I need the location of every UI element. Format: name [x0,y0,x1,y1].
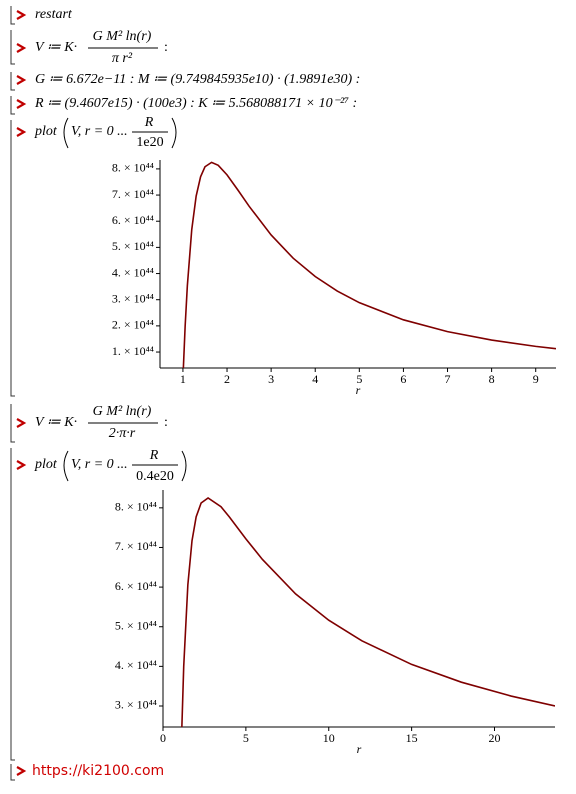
input-line: R ≔ (9.4607e15) · (100e3) : K ≔ 5.568088… [34,96,357,111]
y-tick-label: 7. × 10⁴⁴ [112,187,154,201]
y-tick-label: 1. × 10⁴⁴ [112,344,154,358]
input-line: restart [35,7,73,22]
numerator: R [144,115,154,130]
input-lhs: V ≔ K· [35,415,77,430]
input-line: G ≔ 6.672e−11 : M ≔ (9.749845935e10) · (… [35,72,360,87]
numerator: G M² ln(r) [93,29,152,44]
group-brackets [10,6,15,781]
x-axis-label: r [356,383,361,397]
x-tick-label: 0 [160,731,166,745]
command: plot [34,457,58,472]
input-end: : [164,415,168,430]
y-tick-label: 8. × 10⁴⁴ [112,161,154,175]
x-tick-label: 15 [406,731,418,745]
paren [171,117,177,149]
denominator: 0.4e20 [136,469,174,484]
paren [181,450,187,482]
x-tick-label: 3 [268,372,274,386]
link[interactable]: https://ki2100.com [32,763,164,779]
curve [182,161,556,368]
x-tick-label: 10 [323,731,335,745]
input-lhs: V ≔ K· [35,40,77,55]
y-tick-label: 6. × 10⁴⁴ [115,579,157,593]
y-tick-label: 3. × 10⁴⁴ [112,291,154,305]
command-args: V, r = 0 ... [71,457,128,472]
x-tick-label: 4 [312,372,318,386]
x-tick-label: 8 [489,372,495,386]
input-end: : [164,40,168,55]
y-tick-label: 7. × 10⁴⁴ [115,539,157,553]
denominator: 2·π·r [109,426,136,441]
y-tick-label: 6. × 10⁴⁴ [112,213,154,227]
command: plot [34,124,58,139]
prompts [16,10,27,776]
x-tick-label: 7 [445,372,451,386]
curve [181,496,555,727]
y-tick-label: 3. × 10⁴⁴ [115,698,157,712]
y-tick-label: 4. × 10⁴⁴ [112,265,154,279]
numerator: G M² ln(r) [93,404,152,419]
y-tick-label: 4. × 10⁴⁴ [115,658,157,672]
x-tick-label: 9 [533,372,539,386]
command-args: V, r = 0 ... [71,124,128,139]
x-tick-label: 20 [489,731,501,745]
numerator: R [149,448,159,463]
y-tick-label: 5. × 10⁴⁴ [112,239,154,253]
x-tick-label: 1 [180,372,186,386]
paren [63,117,69,149]
y-tick-label: 8. × 10⁴⁴ [115,500,157,514]
denominator: 1e20 [136,135,163,150]
y-tick-label: 5. × 10⁴⁴ [115,618,157,632]
x-tick-label: 5 [243,731,249,745]
x-tick-label: 6 [400,372,406,386]
x-axis-label: r [357,742,362,756]
x-tick-label: 5 [356,372,362,386]
denominator: π r² [112,51,133,66]
x-tick-label: 2 [224,372,230,386]
paren [63,450,69,482]
y-tick-label: 2. × 10⁴⁴ [112,318,154,332]
